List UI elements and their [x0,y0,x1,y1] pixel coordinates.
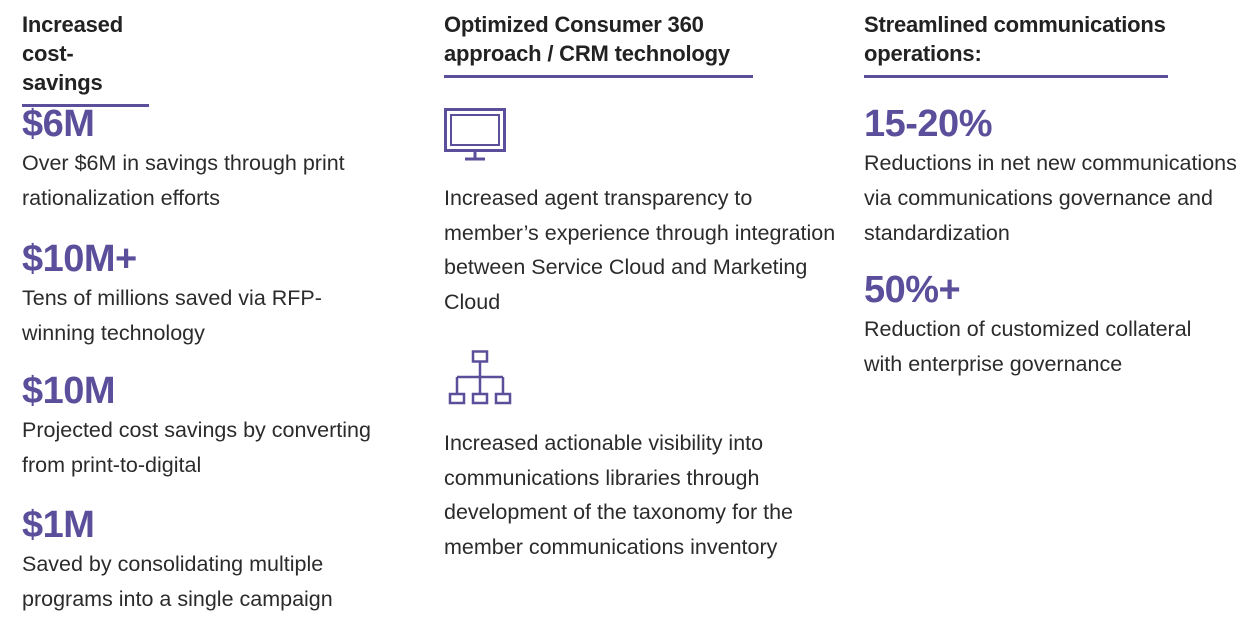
stat-value: 50%+ [864,269,961,311]
crm-technology-column: Optimized Consumer 360 approach / CRM te… [444,10,844,559]
stat-description: Tens of millions saved via RFP-winning t… [22,286,322,345]
stat-value: $1M [22,504,95,546]
stat-description: Saved by consolidating multiple programs… [22,552,333,611]
stat-value: 15-20% [864,103,992,145]
stat-description: Over $6M in savings through print ration… [22,151,345,210]
stat-block: $1M Saved by consolidating multiple prog… [22,503,402,617]
column-title: Increased cost-savings [22,10,149,107]
stat-block: 50%+ Reduction of customized collateral … [864,268,1254,382]
stat-block: $10M Projected cost savings by convertin… [22,369,402,483]
stat-description: Reductions in net new communications via… [864,151,1237,245]
feature-description: Increased actionable visibility into com… [444,431,793,559]
column-title: Streamlined communications operations: [864,10,1168,78]
stat-block: 15-20% Reductions in net new communicati… [864,102,1254,251]
stat-value: $10M+ [22,238,137,280]
monitor-icon [444,108,510,169]
cost-savings-column: Increased cost-savings $6M Over $6M in s… [22,10,402,611]
stat-block: $10M+ Tens of millions saved via RFP-win… [22,237,402,351]
feature-description: Increased agent transparency to member’s… [444,186,836,314]
stat-value: $10M [22,370,116,412]
communications-operations-column: Streamlined communications operations: 1… [864,10,1254,376]
stat-description: Projected cost savings by converting fro… [22,418,371,477]
stat-value: $6M [22,103,95,145]
column-title: Optimized Consumer 360 approach / CRM te… [444,10,753,78]
stat-block: $6M Over $6M in savings through print ra… [22,102,402,216]
stat-description: Reduction of customized collateral with … [864,317,1192,376]
hierarchy-icon [444,350,516,413]
